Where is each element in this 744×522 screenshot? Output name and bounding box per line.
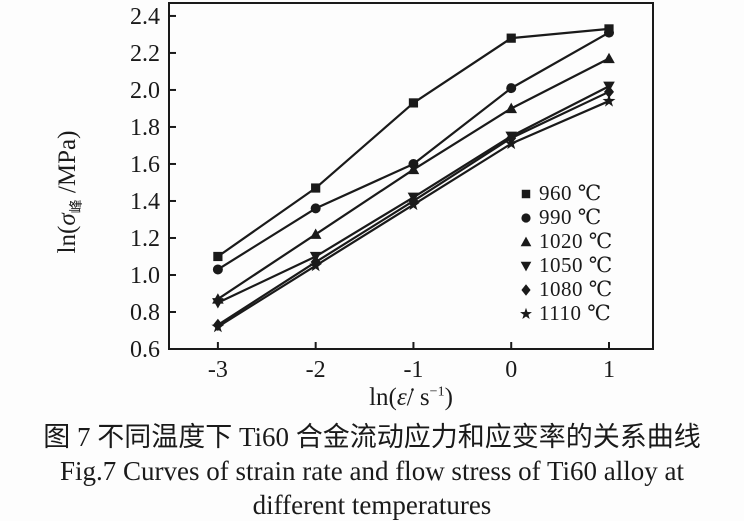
legend-item: 1080 ℃ bbox=[517, 277, 613, 301]
circle-marker-icon bbox=[521, 213, 531, 223]
chart-figure: 0.6 0.8 1.0 1.2 1.4 1.6 1.8 2.0 2.2 2.4 -3 -2 -1 0 1 l… bbox=[54, 2, 654, 412]
square-marker-icon bbox=[311, 183, 321, 193]
legend-item: 990 ℃ bbox=[517, 205, 613, 229]
triangle-up-marker-icon bbox=[520, 236, 532, 247]
legend-marker bbox=[520, 307, 532, 320]
x-tick-label: 1 bbox=[603, 357, 615, 383]
caption-line-en-1: Fig.7 Curves of strain rate and flow str… bbox=[60, 456, 684, 486]
triangle-up-marker-icon bbox=[603, 52, 615, 64]
star-marker-icon bbox=[309, 258, 323, 272]
y-title-prefix: ln( bbox=[54, 225, 81, 254]
triangle-up-marker-icon bbox=[309, 228, 322, 239]
square-marker-icon bbox=[506, 33, 516, 43]
y-tick-label: 0.6 bbox=[130, 337, 160, 363]
square-marker-icon bbox=[213, 251, 223, 262]
legend-label: 960 ℃ bbox=[539, 180, 602, 205]
x-title-superscript: −1 bbox=[429, 384, 445, 400]
legend-label: 990 ℃ bbox=[539, 204, 602, 229]
triangle-up-marker-icon bbox=[407, 163, 420, 175]
x-tick-label: 0 bbox=[505, 357, 517, 383]
triangle-down-marker-icon bbox=[212, 298, 224, 309]
epsilon-dot-symbol: ε̇ bbox=[396, 384, 407, 411]
x-title-suffix: ) bbox=[444, 384, 453, 411]
x-title-mid: / s bbox=[406, 384, 430, 411]
x-tick-label: -1 bbox=[403, 357, 423, 383]
circle-marker-icon bbox=[212, 264, 223, 275]
legend-item: 960 ℃ bbox=[517, 181, 613, 205]
star-marker-icon bbox=[211, 319, 225, 333]
y-title-subscript: 峰 bbox=[70, 199, 85, 214]
x-axis-title: ln(ε̇/ s−1) bbox=[326, 384, 496, 412]
y-tick-label: 2.4 bbox=[130, 4, 160, 30]
legend-marker bbox=[520, 261, 532, 272]
star-marker-icon bbox=[602, 94, 616, 107]
x-tick-label: -3 bbox=[208, 357, 228, 383]
legend-item: 1110 ℃ bbox=[517, 301, 613, 325]
legend-label: 1080 ℃ bbox=[539, 276, 613, 301]
star-marker-icon bbox=[520, 307, 532, 320]
y-tick-label: 2.2 bbox=[130, 41, 160, 67]
figure-caption: 图 7 不同温度下 Ti60 合金流动应力和应变率的关系曲线 Fig.7 Cur… bbox=[0, 420, 744, 522]
triangle-up-marker-icon bbox=[505, 102, 518, 114]
diamond-marker-icon bbox=[604, 85, 614, 99]
x-tick-label: -2 bbox=[306, 357, 326, 383]
triangle-down-marker-icon bbox=[520, 261, 532, 272]
legend: 960 ℃ 990 ℃ 1020 ℃ 1050 ℃ 1080 ℃ 1110 ℃ bbox=[517, 181, 613, 325]
legend-label: 1020 ℃ bbox=[539, 228, 613, 253]
star-marker-icon bbox=[504, 136, 518, 150]
diamond-marker-icon bbox=[521, 284, 531, 296]
y-tick-label: 1.8 bbox=[130, 115, 160, 141]
y-title-suffix: /MPa) bbox=[54, 130, 81, 200]
circle-marker-icon bbox=[604, 27, 614, 38]
y-tick-label: 1.6 bbox=[130, 152, 160, 178]
legend-marker bbox=[521, 189, 531, 199]
star-marker-icon bbox=[406, 197, 420, 211]
legend-marker bbox=[520, 236, 532, 247]
caption-line-cn: 图 7 不同温度下 Ti60 合金流动应力和应变率的关系曲线 bbox=[43, 422, 701, 452]
legend-marker bbox=[521, 284, 531, 296]
legend-item: 1020 ℃ bbox=[517, 229, 613, 253]
y-axis-title: ln(σ峰 /MPa) bbox=[54, 42, 86, 342]
y-tick-label: 1.2 bbox=[130, 226, 160, 252]
x-title-prefix: ln( bbox=[369, 384, 397, 411]
y-tick-label: 0.8 bbox=[130, 300, 160, 326]
chart-svg: 0.6 0.8 1.0 1.2 1.4 1.6 1.8 2.0 2.2 2.4 -3 -2 -1 0 1 bbox=[130, 2, 654, 383]
legend-label: 1110 ℃ bbox=[539, 300, 612, 325]
y-tick-label: 1.0 bbox=[130, 263, 160, 289]
plot-border bbox=[168, 2, 654, 350]
y-tick-label: 2.0 bbox=[130, 78, 160, 104]
caption-line-en-2: different temperatures bbox=[252, 490, 492, 520]
legend-item: 1050 ℃ bbox=[517, 253, 613, 277]
square-marker-icon bbox=[408, 98, 419, 108]
square-marker-icon bbox=[521, 189, 531, 199]
y-tick-label: 1.4 bbox=[130, 189, 160, 215]
circle-marker-icon bbox=[506, 83, 517, 94]
legend-marker bbox=[521, 213, 531, 223]
circle-marker-icon bbox=[310, 203, 321, 214]
sigma-symbol: σ bbox=[54, 213, 81, 226]
legend-label: 1050 ℃ bbox=[539, 252, 613, 277]
